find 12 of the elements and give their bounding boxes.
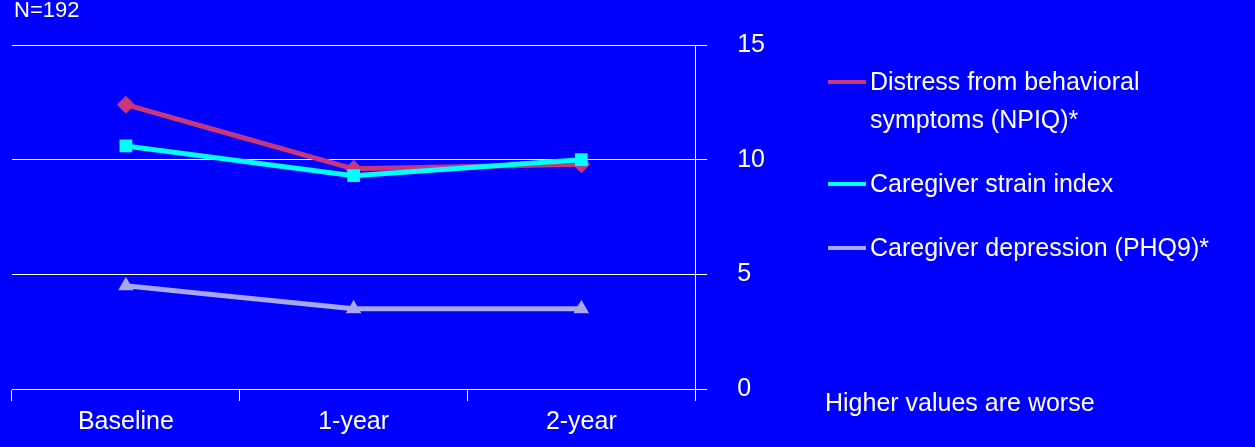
x-tick-label: Baseline	[77, 405, 174, 434]
legend-label: Caregiver depression (PHQ9)*	[870, 233, 1210, 261]
chart-title: N=192	[14, 0, 80, 22]
y-tick-label: 10	[737, 143, 765, 172]
legend-label: Caregiver strain index	[870, 169, 1114, 197]
text: Higher values are worse	[825, 388, 1095, 417]
y-tick-label: 5	[737, 258, 752, 287]
x-tick-label: 2-year	[545, 405, 617, 434]
legend-label: Distress from behavioral symptoms (NPIQ)*	[870, 67, 1140, 133]
y-tick-label: 0	[737, 372, 752, 401]
x-tick-label: 1-year	[318, 405, 390, 434]
y-tick-label: 15	[737, 28, 765, 57]
